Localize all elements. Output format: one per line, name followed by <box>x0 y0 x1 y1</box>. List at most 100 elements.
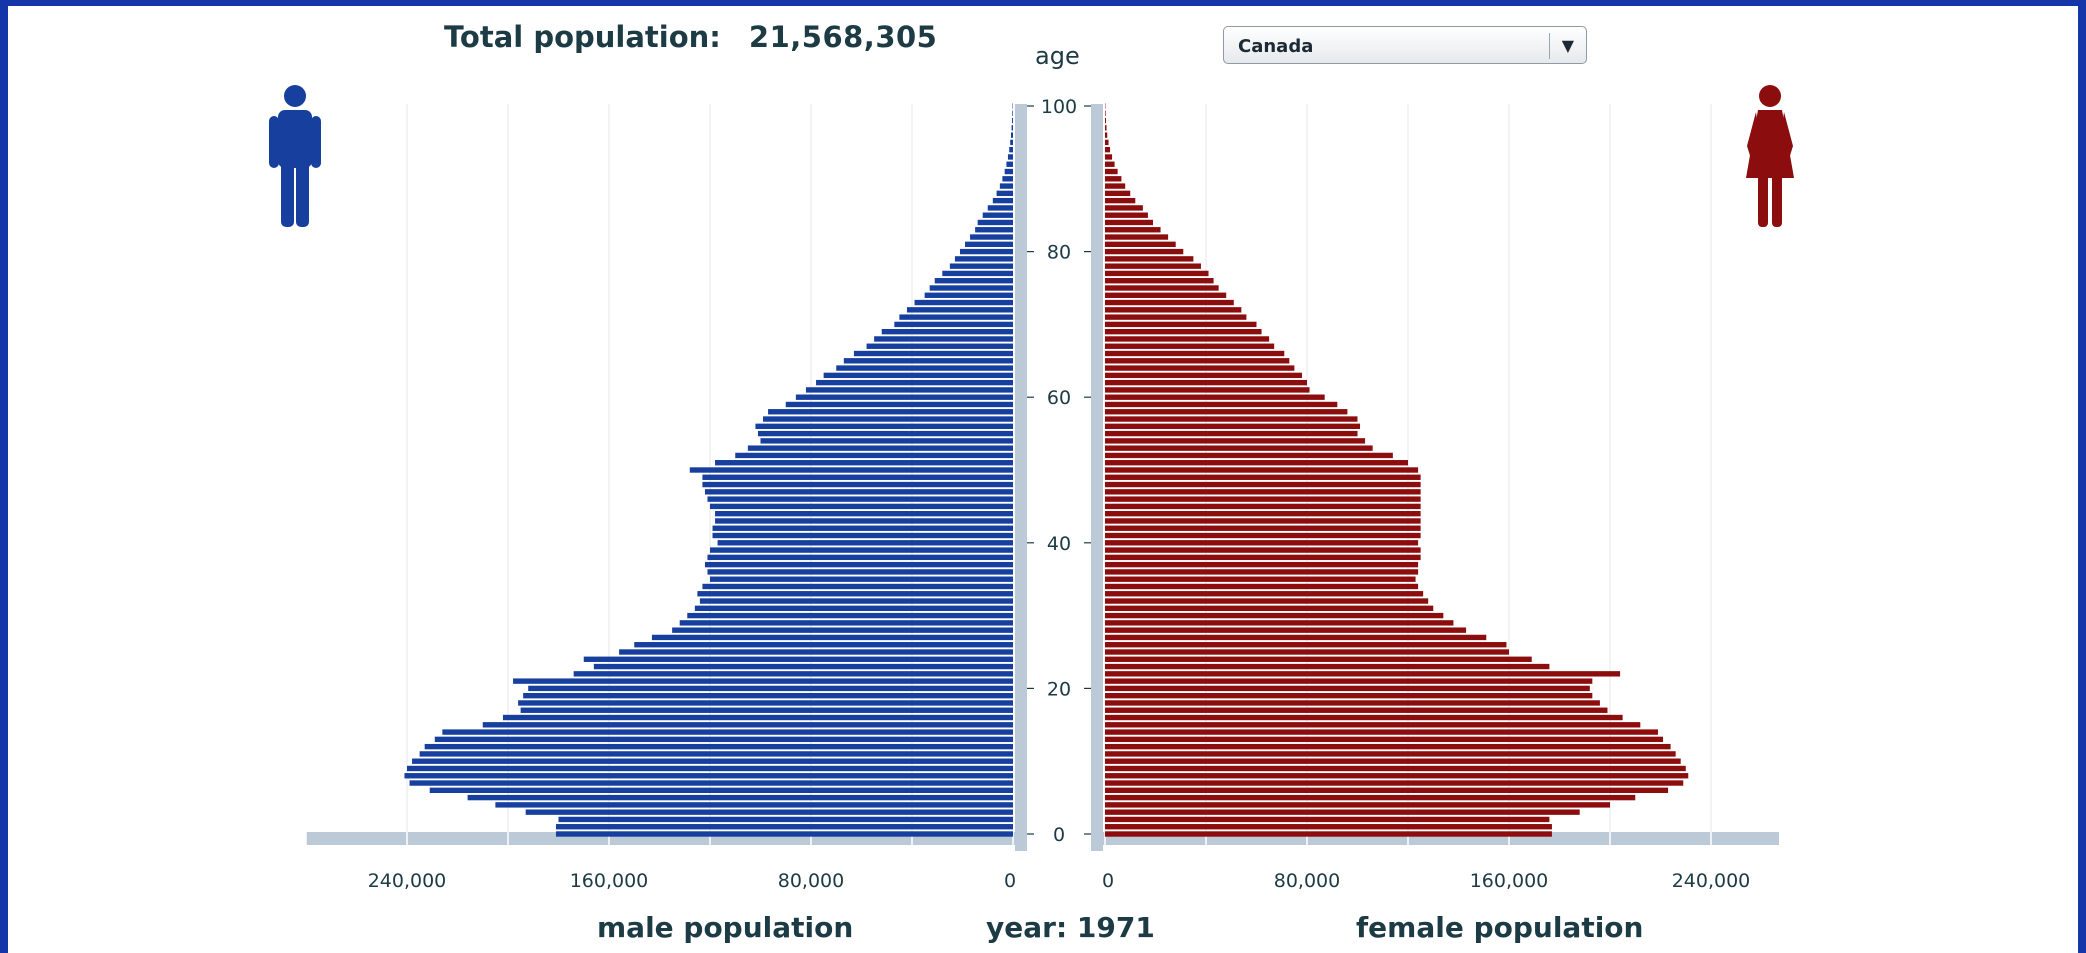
male-bar-age-62 <box>816 379 1013 386</box>
female-bar-age-71 <box>1105 314 1247 320</box>
male-bar-age-38 <box>707 554 1013 561</box>
male-bar-age-14 <box>442 729 1014 735</box>
male-x-tick-label: 240,000 <box>368 870 447 892</box>
female-bar-age-91 <box>1105 168 1118 175</box>
female-bar-age-96 <box>1105 132 1108 138</box>
female-bar-age-73 <box>1105 299 1234 306</box>
female-bar-age-63 <box>1105 372 1302 379</box>
male-bar-age-37 <box>704 561 1013 568</box>
female-bar-age-8 <box>1105 773 1689 779</box>
female-bar-age-40 <box>1105 540 1419 546</box>
female-x-tick-label: 0 <box>1102 870 1114 892</box>
female-bar-age-28 <box>1105 627 1467 633</box>
male-bar-age-1 <box>555 824 1013 830</box>
male-bar-age-94 <box>1009 146 1013 153</box>
male-bar-age-85 <box>982 212 1013 218</box>
age-tick-label: 0 <box>1053 824 1065 846</box>
female-bar-age-77 <box>1105 270 1209 277</box>
female-bar-age-23 <box>1105 663 1550 670</box>
male-bar-age-40 <box>717 540 1013 546</box>
female-bar-age-69 <box>1105 328 1262 335</box>
female-bar-age-16 <box>1105 714 1623 721</box>
male-bar-age-77 <box>942 270 1013 277</box>
male-bar-age-57 <box>763 416 1013 422</box>
male-bar-age-23 <box>593 663 1013 670</box>
male-bar-age-89 <box>999 183 1013 189</box>
year-label: year: 1971 <box>986 911 1155 944</box>
female-bar-age-14 <box>1105 729 1658 735</box>
country-select-value: Canada <box>1238 36 1314 57</box>
male-bar-age-39 <box>710 547 1013 553</box>
female-bar-age-13 <box>1105 736 1664 743</box>
female-bar-age-20 <box>1105 685 1590 692</box>
female-bar-age-98 <box>1105 117 1106 124</box>
male-bar-age-29 <box>679 620 1013 626</box>
male-bar-age-93 <box>1007 154 1013 160</box>
female-bar-age-44 <box>1105 510 1421 517</box>
female-bar-age-61 <box>1105 387 1310 393</box>
female-bar-age-26 <box>1105 642 1507 648</box>
female-bar-age-97 <box>1105 125 1107 131</box>
male-bar-age-53 <box>747 445 1013 451</box>
male-bar-age-91 <box>1004 168 1013 175</box>
male-person-icon <box>269 85 321 227</box>
male-axis-label: male population <box>597 911 854 944</box>
female-bar-age-93 <box>1105 154 1113 160</box>
male-bar-age-22 <box>573 671 1013 677</box>
female-bar-age-94 <box>1105 146 1111 153</box>
female-bar-age-33 <box>1105 591 1424 597</box>
female-bar-age-53 <box>1105 445 1373 451</box>
female-bar-age-18 <box>1105 700 1600 706</box>
female-bar-age-11 <box>1105 751 1676 757</box>
female-bar-age-41 <box>1105 532 1421 539</box>
male-bar-age-48 <box>702 481 1013 488</box>
male-bar-age-83 <box>975 227 1013 233</box>
female-bar-age-82 <box>1105 234 1169 240</box>
female-bar-age-17 <box>1105 707 1608 713</box>
male-bar-age-63 <box>823 372 1013 379</box>
total-population-value: 21,568,305 <box>748 20 938 54</box>
chevron-down-icon[interactable]: ▼ <box>1561 36 1574 55</box>
female-bar-age-35 <box>1105 576 1416 582</box>
female-bar-age-47 <box>1105 489 1421 495</box>
male-bar-age-70 <box>894 321 1013 328</box>
male-bar-age-33 <box>697 591 1013 597</box>
male-bar-age-25 <box>619 649 1013 655</box>
female-bar-age-92 <box>1105 161 1115 167</box>
age-tick-label: 40 <box>1047 533 1071 555</box>
male-bar-age-90 <box>1002 176 1013 182</box>
male-bar-age-3 <box>525 809 1013 815</box>
female-age-axis-strip <box>1091 104 1103 851</box>
female-x-tick-label: 240,000 <box>1672 870 1751 892</box>
female-bar-age-3 <box>1105 809 1580 815</box>
female-bar-age-49 <box>1105 474 1421 480</box>
female-bar-age-79 <box>1105 256 1194 262</box>
female-bar-age-29 <box>1105 620 1454 626</box>
female-bar-age-52 <box>1105 452 1393 459</box>
male-bar-age-96 <box>1010 132 1013 138</box>
male-bar-age-16 <box>502 714 1013 721</box>
country-select[interactable]: Canada ▼ <box>1223 26 1587 64</box>
female-bar-age-60 <box>1105 394 1325 400</box>
female-bar-age-6 <box>1105 787 1669 794</box>
female-bar-age-24 <box>1105 656 1532 662</box>
male-bar-age-92 <box>1006 161 1013 167</box>
female-bar-age-51 <box>1105 460 1408 466</box>
male-age-axis-strip <box>1015 104 1027 851</box>
male-bar-age-4 <box>495 802 1013 808</box>
country-select-separator <box>1549 33 1550 59</box>
female-bar-age-46 <box>1105 496 1421 502</box>
age-axis-title: age <box>1035 42 1080 70</box>
female-bar-age-67 <box>1105 343 1275 349</box>
male-bar-age-21 <box>513 678 1013 684</box>
male-bar-age-82 <box>970 234 1013 240</box>
female-bar-age-55 <box>1105 430 1358 437</box>
male-bar-age-34 <box>702 583 1013 590</box>
female-bar-age-66 <box>1105 350 1285 357</box>
male-bar-age-44 <box>715 510 1013 517</box>
male-bar-age-32 <box>699 598 1013 604</box>
population-pyramid-chart: 0 20 40 60 80 100 240,000 160,000 80,000 0 0 80,000… <box>269 85 1794 892</box>
female-bar-age-59 <box>1105 401 1338 408</box>
female-bar-age-85 <box>1105 212 1148 218</box>
female-bar-age-32 <box>1105 598 1429 604</box>
